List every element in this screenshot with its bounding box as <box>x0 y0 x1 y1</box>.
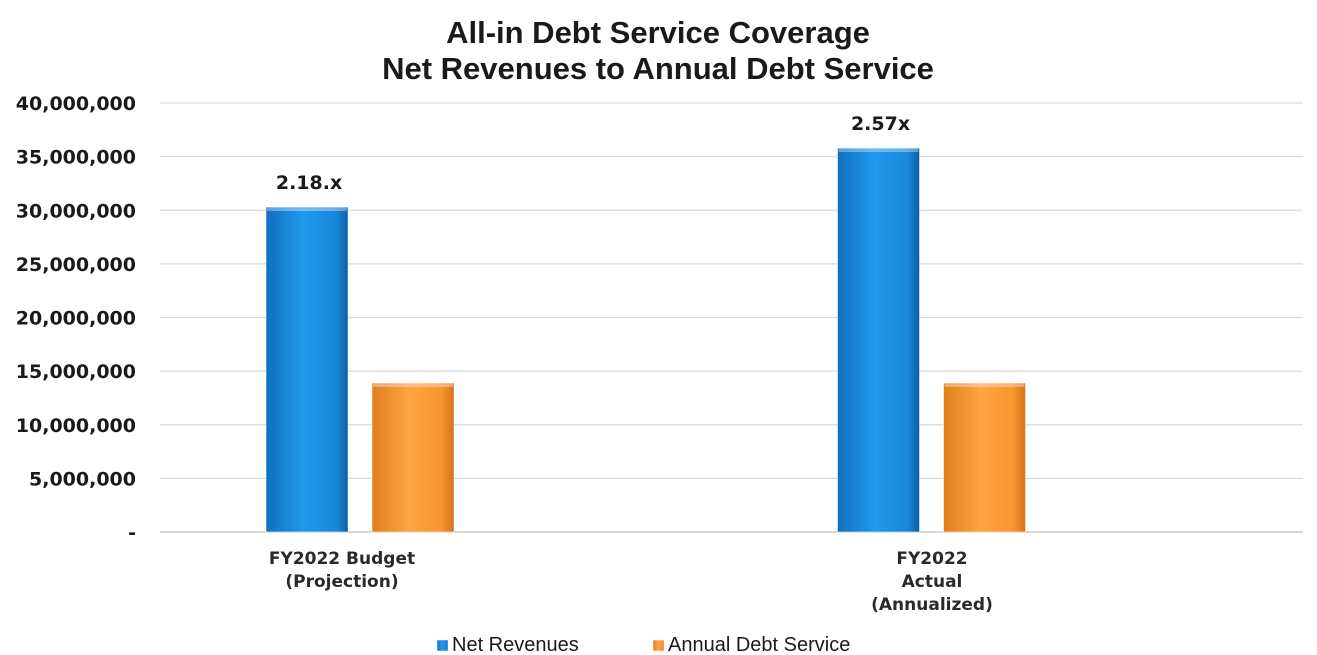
y-tick-label: 25,000,000 <box>16 254 136 276</box>
y-tick-label: 15,000,000 <box>16 361 136 383</box>
gridlines <box>160 102 1303 533</box>
bar-annual-debt-service <box>371 382 455 533</box>
x-category-label: FY2022 Budget <box>269 549 415 569</box>
legend-swatch <box>436 639 449 652</box>
data-label: 2.18.x <box>276 172 342 194</box>
bar-highlight <box>373 382 454 387</box>
chart-title-line-2: Net Revenues to Annual Debt Service <box>382 51 934 86</box>
x-category-label: FY2022 <box>896 549 967 569</box>
x-axis-category-labels: FY2022 Budget (Projection) FY2022 Actual (An… <box>269 549 993 615</box>
bar-highlight <box>944 382 1025 387</box>
legend: Net Revenues Annual Debt Service <box>436 634 850 655</box>
bar-net-revenues <box>837 147 920 533</box>
y-tick-label: 30,000,000 <box>16 200 136 222</box>
y-tick-label: 40,000,000 <box>16 93 136 115</box>
y-tick-label: 5,000,000 <box>29 468 136 490</box>
x-category-label: (Projection) <box>285 572 398 592</box>
legend-label: Net Revenues <box>452 634 579 655</box>
bars <box>265 147 1026 533</box>
legend-swatch <box>652 639 665 652</box>
y-tick-label: 20,000,000 <box>16 308 136 330</box>
bar-highlight <box>838 148 919 153</box>
y-tick-label: 35,000,000 <box>16 147 136 169</box>
data-labels: 2.18.x 2.57x <box>276 113 910 194</box>
x-category-label: Actual <box>902 572 963 592</box>
y-axis-tick-labels: - 5,000,000 10,000,000 15,000,000 20,000,000… <box>16 93 136 544</box>
bar-net-revenues <box>265 206 349 533</box>
y-tick-label: 10,000,000 <box>16 415 136 437</box>
bar-highlight <box>267 207 348 212</box>
chart-title-line-1: All-in Debt Service Coverage <box>446 15 870 50</box>
bar-annual-debt-service <box>943 382 1026 533</box>
data-label: 2.57x <box>851 113 910 135</box>
legend-label: Annual Debt Service <box>668 634 850 655</box>
y-tick-label: - <box>128 522 136 544</box>
x-category-label: (Annualized) <box>871 595 993 615</box>
